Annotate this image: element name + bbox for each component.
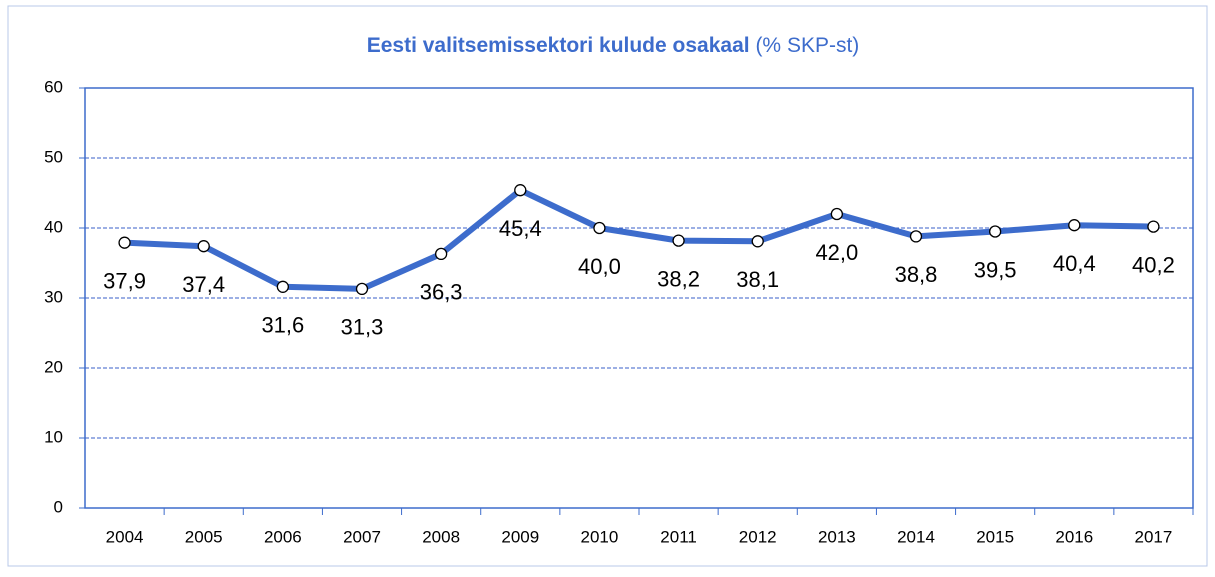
y-tick-label: 10 — [44, 427, 63, 446]
y-tick-label: 20 — [44, 357, 63, 376]
y-tick-label: 50 — [44, 147, 63, 166]
data-line — [124, 187, 1154, 292]
x-tick-label: 2016 — [1055, 527, 1093, 546]
data-label: 40,2 — [1132, 252, 1175, 277]
data-point — [1147, 220, 1160, 233]
data-label: 37,4 — [182, 272, 225, 297]
data-point — [434, 247, 448, 261]
x-tick-label: 2017 — [1135, 527, 1173, 546]
data-label: 38,8 — [895, 262, 938, 287]
x-tick-label: 2010 — [581, 527, 619, 546]
chart-title: Eesti valitsemissektori kulude osakaal — [367, 34, 750, 57]
data-point — [751, 235, 764, 248]
data-point — [1068, 219, 1081, 232]
data-point — [355, 282, 369, 296]
x-tick-label: 2009 — [501, 527, 539, 546]
chart-title-group: Eesti valitsemissektori kulude osakaal (… — [367, 34, 860, 57]
y-tick-label: 30 — [44, 287, 63, 306]
data-point — [118, 236, 131, 249]
data-label: 31,6 — [261, 313, 304, 338]
data-point — [514, 184, 527, 197]
x-tick-label: 2007 — [343, 527, 381, 546]
data-point — [988, 225, 1002, 238]
data-label: 40,0 — [578, 254, 621, 279]
data-label: 36,3 — [420, 280, 463, 305]
y-tick-label: 40 — [44, 217, 63, 236]
x-tick-label: 2013 — [818, 527, 856, 546]
data-label: 40,4 — [1053, 251, 1096, 276]
data-label: 45,4 — [499, 216, 542, 241]
data-point — [276, 280, 290, 293]
x-tick-label: 2005 — [185, 527, 223, 546]
x-tick-label: 2006 — [264, 527, 302, 546]
data-point — [830, 207, 844, 221]
data-label: 38,1 — [736, 267, 779, 292]
data-label: 38,2 — [657, 266, 700, 291]
x-tick-label: 2012 — [739, 527, 777, 546]
chart-border — [7, 5, 1208, 567]
x-tick-label: 2004 — [106, 527, 144, 546]
data-point — [593, 221, 606, 235]
data-point — [909, 230, 923, 243]
x-tick-label: 2008 — [422, 527, 460, 546]
data-point — [672, 234, 685, 247]
y-tick-label: 0 — [54, 497, 63, 516]
data-label: 42,0 — [815, 240, 858, 265]
data-label: 39,5 — [974, 257, 1017, 282]
x-tick-label: 2015 — [976, 527, 1014, 546]
data-point — [197, 240, 210, 253]
x-tick-label: 2014 — [897, 527, 935, 546]
chart-subtitle: (% SKP-st) — [755, 34, 859, 57]
data-label: 37,9 — [103, 269, 146, 294]
data-label: 31,3 — [341, 315, 384, 340]
x-tick-label: 2011 — [660, 527, 697, 546]
y-tick-label: 60 — [44, 77, 63, 96]
